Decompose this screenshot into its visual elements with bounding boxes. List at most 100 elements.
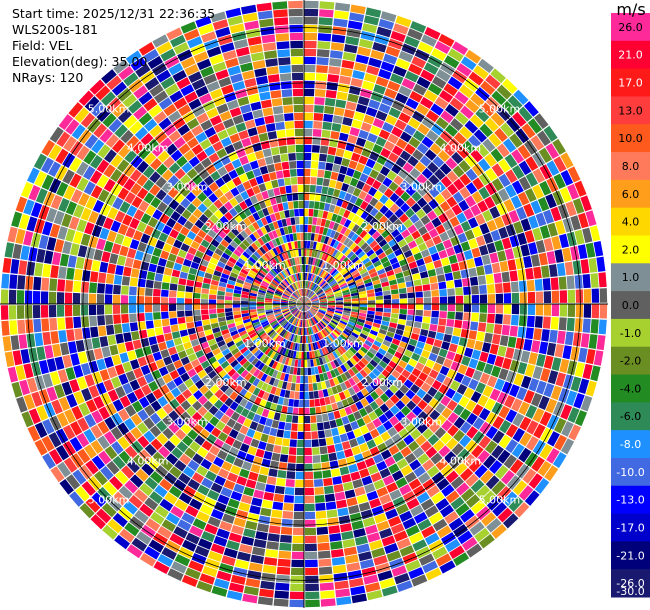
gate-cell: [153, 288, 161, 297]
gate-cell: [343, 481, 354, 491]
gate-cell: [91, 337, 101, 349]
gate-cell: [169, 283, 178, 291]
gate-cell: [221, 329, 230, 336]
gate-cell: [283, 105, 294, 114]
gate-cell: [378, 103, 391, 114]
gate-cell: [124, 191, 136, 204]
gate-cell: [599, 304, 608, 319]
colorbar-tick-label: 4.0: [622, 216, 640, 229]
gate-cell: [422, 180, 434, 192]
gate-cell: [367, 307, 376, 312]
gate-cell: [202, 282, 211, 289]
gate-cell: [491, 445, 504, 459]
gate-cell: [381, 356, 391, 365]
gate-cell: [421, 525, 436, 539]
gate-cell: [326, 292, 334, 297]
gate-cell: [428, 245, 438, 255]
gate-cell: [48, 432, 62, 448]
gate-cell: [259, 165, 269, 175]
gate-cell: [91, 410, 104, 424]
gate-cell: [161, 169, 174, 181]
gate-cell: [57, 461, 72, 478]
gate-cell: [169, 434, 181, 447]
gate-cell: [522, 468, 537, 484]
gate-cell: [453, 178, 465, 191]
gate-cell: [326, 371, 333, 380]
gate-cell: [560, 404, 573, 420]
gate-cell: [330, 541, 343, 550]
gate-cell: [458, 199, 470, 212]
gate-cell: [240, 408, 250, 418]
gate-cell: [371, 547, 386, 558]
gate-cell: [380, 277, 389, 283]
gate-cell: [190, 43, 206, 56]
gate-cell: [383, 378, 393, 388]
gate-cell: [374, 387, 384, 397]
gate-cell: [519, 416, 532, 431]
gate-cell: [388, 444, 400, 456]
gate-cell: [226, 125, 238, 136]
gate-cell: [184, 304, 193, 311]
gate-cell: [217, 243, 227, 252]
gate-cell: [311, 326, 316, 334]
gate-cell: [346, 28, 361, 38]
gate-cell: [358, 551, 373, 562]
gate-cell: [345, 101, 357, 111]
gate-cell: [439, 504, 455, 518]
gate-cell: [304, 304, 307, 311]
gate-cell: [384, 352, 394, 360]
gate-cell: [296, 447, 304, 456]
gate-cell: [317, 33, 332, 42]
gate-cell: [312, 455, 321, 463]
gate-cell: [248, 384, 256, 394]
gate-cell: [327, 307, 335, 311]
gate-cell: [304, 16, 318, 25]
gate-cell: [446, 399, 458, 412]
gate-cell: [178, 143, 191, 155]
gate-cell: [543, 304, 552, 316]
gate-cell: [151, 144, 165, 157]
gate-cell: [202, 319, 211, 326]
gate-cell: [527, 304, 536, 316]
gate-cell: [304, 112, 314, 121]
gate-cell: [374, 407, 384, 418]
gate-cell: [277, 380, 284, 389]
gate-cell: [330, 196, 338, 205]
gate-cell: [336, 233, 344, 242]
gate-cell: [240, 304, 249, 308]
gate-cell: [162, 224, 173, 235]
gate-cell: [469, 114, 484, 128]
gate-cell: [350, 420, 359, 431]
gate-cell: [111, 81, 127, 96]
gate-cell: [169, 311, 177, 319]
range-ring-label: 1.00km: [244, 259, 286, 272]
gate-cell: [65, 367, 76, 381]
gate-cell: [358, 501, 371, 512]
gate-cell: [456, 63, 472, 77]
gate-cell: [243, 217, 252, 227]
gate-cell: [91, 455, 106, 470]
gate-cell: [314, 285, 320, 293]
gate-cell: [320, 381, 327, 390]
gate-cell: [328, 66, 341, 75]
gate-cell: [279, 346, 285, 355]
gate-cell: [38, 359, 49, 375]
gate-cell: [336, 224, 344, 233]
gate-cell: [389, 384, 399, 394]
gate-cell: [278, 550, 292, 559]
gate-cell: [251, 347, 259, 355]
gate-cell: [315, 510, 327, 519]
gate-cell: [527, 291, 536, 304]
gate-cell: [458, 396, 470, 408]
gate-cell: [347, 264, 355, 271]
gate-cell: [200, 239, 210, 248]
gate-cell: [367, 296, 376, 301]
gate-cell: [253, 489, 265, 499]
gate-cell: [243, 281, 252, 287]
gate-cell: [398, 360, 408, 369]
gate-cell: [310, 308, 317, 313]
gate-cell: [591, 304, 600, 319]
gate-cell: [368, 347, 378, 355]
gate-cell: [191, 472, 204, 484]
gate-cell: [318, 438, 327, 447]
